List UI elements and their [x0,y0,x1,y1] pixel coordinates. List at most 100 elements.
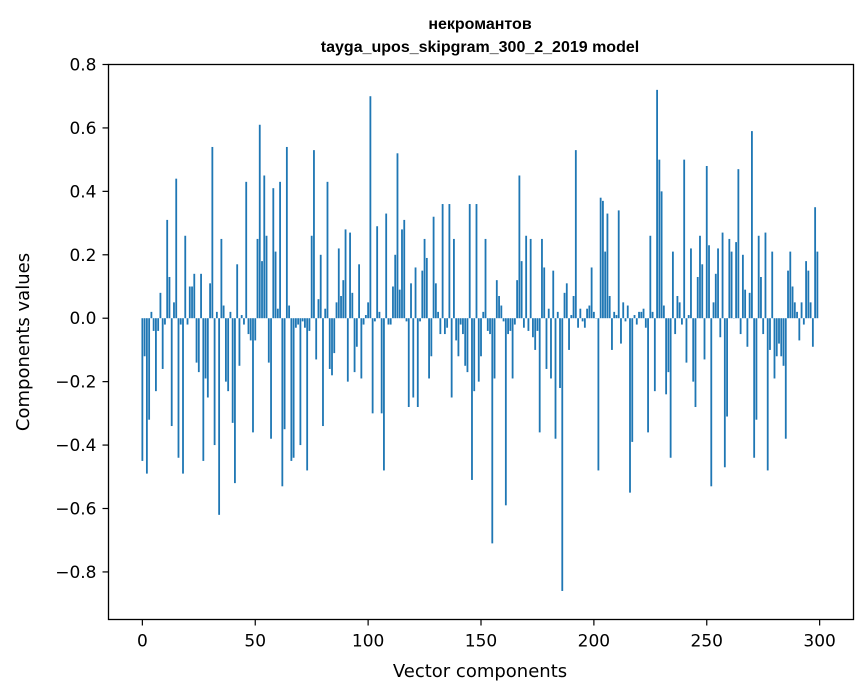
bar [462,318,464,335]
bar [193,273,196,319]
bar [717,248,719,319]
bar [775,318,778,357]
bar [590,267,593,319]
bar [480,318,482,357]
chart-subtitle: tayga_upos_skipgram_300_2_2019 model [321,39,639,56]
x-axis-label: Vector components [393,661,567,682]
bar [511,318,514,379]
bar [464,318,467,366]
x-axis-ticks: 0 50 100 150 200 250 300 [137,619,836,652]
bar [701,264,704,319]
bar [164,318,166,325]
bar [315,318,318,360]
bar [387,318,390,325]
bar [410,283,412,319]
bar [739,318,742,335]
bar [243,318,245,325]
bar [419,318,421,322]
bar [218,318,221,515]
y-tick-label: −0.6 [55,500,96,520]
bar [155,318,157,392]
bar [161,318,164,369]
bar [793,302,796,319]
bar [676,296,679,319]
bar [516,280,519,319]
bar [556,311,559,319]
bar [403,219,406,319]
bar [796,311,798,319]
bar [592,311,595,319]
bar [532,318,534,338]
bar [789,251,792,319]
bar [367,302,370,319]
bar [145,318,148,474]
bar [152,318,155,331]
bar [401,229,403,319]
bar [322,318,324,427]
bar [297,318,300,325]
bar [385,213,388,319]
bar [791,286,794,319]
bar [301,318,304,322]
bar [681,318,683,325]
bar [638,311,640,319]
bar [450,318,453,398]
bar [536,318,539,331]
bar [453,238,455,319]
y-tick-label: −0.2 [55,373,96,393]
bar [550,318,552,379]
bar [495,280,498,319]
y-axis-ticks: 0.8 0.6 0.4 0.2 0.0 −0.2 −0.4 −0.6 −0.8 [55,56,109,583]
x-tick-label: 150 [465,632,497,652]
bar [805,261,807,319]
bar [620,318,622,344]
x-tick-label: 300 [803,632,835,652]
bar [340,296,342,319]
x-tick-label: 50 [244,632,266,652]
bar [308,318,311,331]
bar [143,318,146,357]
bar [333,318,336,354]
bar [719,318,722,338]
bar [780,318,783,357]
bar [425,257,428,319]
bar [349,232,351,319]
bar [579,308,582,319]
bar [245,181,248,319]
bar [771,251,774,319]
bar [428,318,430,379]
bar [168,276,171,319]
bar [222,305,225,319]
bar [574,150,577,319]
bar [229,311,232,319]
bar [760,276,762,319]
bar [166,219,169,319]
bar [737,169,740,319]
bar [635,318,638,325]
y-tick-label: 0.4 [69,182,96,202]
bar [613,311,616,319]
bar [177,318,180,458]
bar [263,175,266,319]
bar [290,318,293,461]
bar [466,318,469,373]
bar [254,318,257,341]
bar [723,318,726,468]
bar [249,318,252,341]
bar [690,248,692,319]
bar [653,318,656,392]
bar [527,318,530,331]
bar [730,251,733,319]
bar [346,318,349,382]
bar [656,89,658,319]
bar [486,318,489,331]
bar [525,235,528,319]
bar [753,318,756,458]
bar [559,318,561,388]
bar [272,188,275,319]
y-tick-label: 0.0 [69,309,96,329]
bar [696,276,699,319]
bar [191,286,193,319]
bar [430,318,433,357]
